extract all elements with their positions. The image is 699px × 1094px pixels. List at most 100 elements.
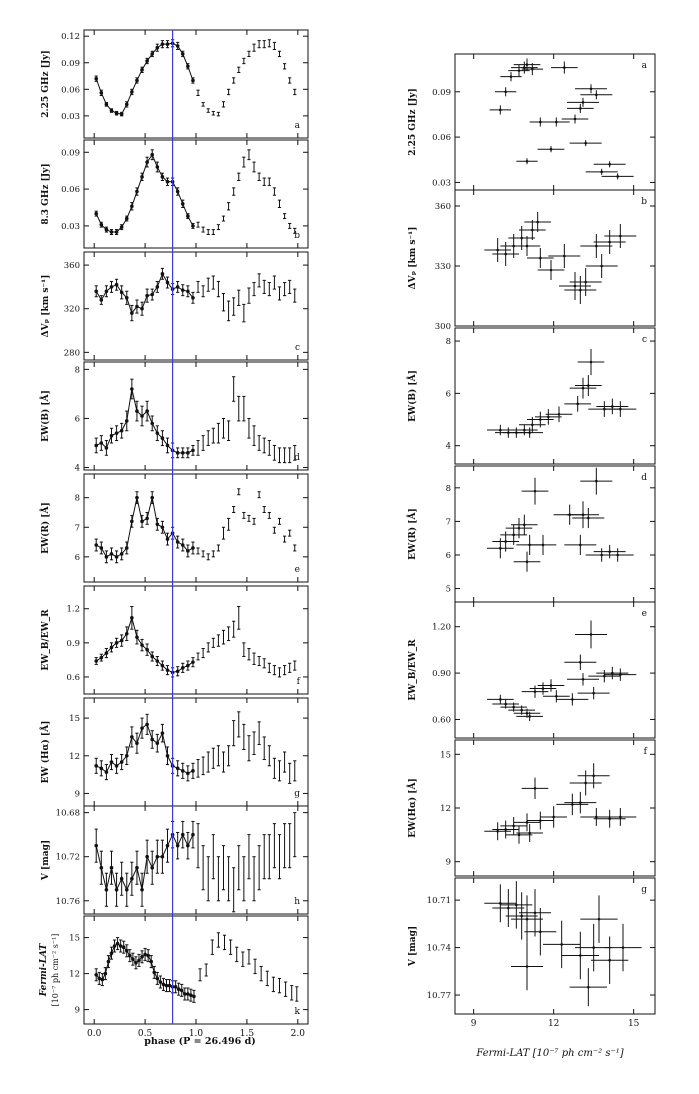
data-point [104, 226, 109, 233]
data-point [106, 955, 111, 969]
x-tick-label: 0.5 [138, 1029, 153, 1039]
panel-right-d: 5 6 7 8 d EW(R) [Å] [406, 465, 656, 603]
data-point [155, 280, 160, 293]
data-point [183, 987, 187, 1001]
data-point [109, 547, 114, 561]
data-point [235, 946, 239, 963]
point-marker [165, 843, 170, 848]
y-tick-label: 8 [446, 484, 451, 494]
point-marker [581, 513, 585, 516]
y-tick-label: 8 [75, 365, 80, 375]
point-marker [520, 708, 523, 712]
point-marker [180, 832, 185, 837]
data-point [191, 291, 195, 304]
point-marker [595, 244, 598, 248]
point-marker [114, 764, 119, 768]
data-point [247, 417, 251, 439]
data-point [487, 424, 514, 436]
data-point [175, 187, 180, 196]
data-point [124, 290, 129, 305]
point-marker [619, 234, 622, 238]
data-point [252, 731, 256, 756]
point-marker [146, 953, 150, 958]
data-point [277, 667, 282, 678]
y-tick-label: 0.9 [66, 639, 80, 649]
data-point [140, 172, 144, 181]
point-marker [104, 102, 109, 107]
y-tick-label: 15 [69, 934, 80, 944]
data-point [121, 940, 126, 954]
data-point [201, 550, 205, 558]
data-point [211, 275, 215, 290]
data-point [114, 550, 119, 564]
left-x-axis-label: phase (P = 26.496 d) [144, 1036, 255, 1047]
data-point [165, 437, 170, 454]
point-marker [592, 691, 595, 695]
panel-right-c: 4 6 8 c EW(B) [Å] [406, 327, 656, 465]
data-point [191, 762, 195, 779]
data-point [232, 620, 236, 638]
data-point [543, 117, 570, 127]
data-point [155, 517, 160, 531]
data-point [140, 514, 144, 528]
data-point [175, 280, 180, 293]
panel-right-b-frame [454, 189, 656, 327]
y-tick-label: 8 [446, 337, 451, 347]
point-marker [525, 965, 529, 968]
data-point [186, 63, 190, 70]
data-point [114, 872, 119, 907]
point-marker [563, 66, 566, 69]
data-point [201, 102, 205, 107]
y-tick-label: 0.06 [432, 133, 451, 143]
y-tick-label: 8 [75, 494, 80, 504]
data-point [232, 867, 236, 913]
y-axis-label: V [mag] [408, 926, 418, 967]
data-point [140, 717, 144, 739]
point-marker [191, 769, 195, 773]
data-point [221, 417, 226, 439]
y-tick-label: 9 [75, 789, 80, 799]
data-point [257, 172, 261, 181]
y-tick-label: 9 [446, 858, 451, 868]
data-point [114, 757, 119, 774]
data-point [206, 642, 210, 653]
data-point [537, 679, 565, 692]
data-point [521, 685, 549, 698]
data-point [180, 199, 185, 208]
point-marker [130, 616, 134, 620]
point-marker [555, 120, 558, 124]
point-marker [155, 741, 160, 746]
point-marker [115, 941, 120, 946]
data-point [221, 845, 226, 891]
point-marker [104, 887, 109, 892]
point-marker [124, 546, 129, 550]
point-marker [119, 876, 124, 881]
data-point [160, 839, 165, 874]
data-point [257, 721, 261, 745]
data-point [140, 301, 144, 316]
point-marker [165, 443, 170, 448]
data-point [257, 273, 261, 288]
point-marker [140, 726, 144, 730]
data-point [150, 491, 155, 505]
point-marker [124, 887, 129, 892]
data-point [277, 760, 282, 782]
point-marker [600, 170, 603, 174]
point-marker [619, 815, 622, 819]
data-point [186, 285, 190, 298]
data-point [237, 289, 241, 306]
data-point [104, 648, 109, 659]
data-point [511, 514, 538, 535]
y-tick-label: 10.71 [427, 896, 451, 906]
data-point [94, 657, 99, 665]
point-marker [595, 815, 598, 819]
data-point [128, 949, 132, 963]
y-tick-label: 330 [435, 262, 451, 272]
point-marker [584, 781, 587, 785]
point-marker [525, 917, 529, 921]
data-point [262, 279, 266, 294]
data-point [211, 550, 215, 558]
point-marker [539, 120, 542, 124]
data-point [99, 221, 104, 228]
